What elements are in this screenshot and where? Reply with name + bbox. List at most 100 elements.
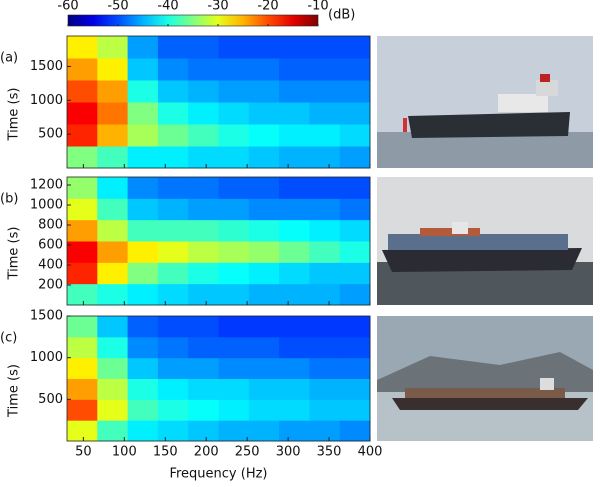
heatmap-cell bbox=[309, 420, 341, 442]
heatmap-cell bbox=[279, 146, 310, 169]
heatmap-cell bbox=[188, 177, 219, 199]
heatmap-cell bbox=[248, 399, 280, 421]
heatmap-cell bbox=[188, 357, 219, 379]
heatmap-cell bbox=[339, 420, 371, 442]
heatmap-cell bbox=[339, 124, 371, 147]
heatmap-cell bbox=[97, 58, 129, 81]
heatmap-cell bbox=[279, 219, 310, 242]
heatmap-cell bbox=[188, 316, 219, 338]
heatmap-cell bbox=[218, 80, 250, 103]
heatmap-cell bbox=[127, 58, 159, 81]
heatmap-cell bbox=[127, 102, 159, 125]
heatmap-cell bbox=[67, 420, 98, 442]
heatmap-cell bbox=[97, 283, 129, 306]
heatmap-cell bbox=[339, 336, 371, 359]
heatmap-cell bbox=[309, 399, 341, 421]
heatmap-cell bbox=[157, 124, 189, 147]
heatmap-cell bbox=[67, 177, 98, 199]
heatmap-cell bbox=[188, 399, 219, 421]
heatmap-cell bbox=[67, 102, 98, 125]
plot-frame bbox=[66, 315, 371, 442]
heatmap-cell bbox=[218, 36, 250, 59]
heatmap-cell bbox=[188, 124, 219, 147]
panel-label: (a) bbox=[0, 51, 18, 66]
y-tick-label: 800 bbox=[38, 218, 63, 233]
heatmap-cell bbox=[97, 420, 129, 442]
heatmap-cell bbox=[279, 399, 310, 421]
heatmap-cell bbox=[339, 357, 371, 379]
heatmap-cell bbox=[127, 177, 159, 199]
heatmap-cell bbox=[67, 399, 98, 421]
heatmap-cell bbox=[97, 336, 129, 359]
x-tick-label: 50 bbox=[75, 445, 92, 460]
heatmap-cell bbox=[309, 80, 341, 103]
heatmap-cell bbox=[279, 262, 310, 285]
heatmap-cell bbox=[188, 420, 219, 442]
heatmap-cell bbox=[127, 316, 159, 338]
heatmap-cell bbox=[67, 336, 98, 359]
heatmap-cell bbox=[218, 357, 250, 379]
heatmap-cell bbox=[97, 146, 129, 169]
heatmap-cell bbox=[67, 146, 98, 169]
y-axis-label: Time (s) bbox=[7, 364, 22, 418]
heatmap-cell bbox=[248, 124, 280, 147]
x-tick-label: 350 bbox=[317, 445, 342, 460]
heatmap-cell bbox=[127, 241, 159, 263]
photo-a bbox=[377, 36, 593, 168]
heatmap-cell bbox=[188, 219, 219, 242]
heatmap-cell bbox=[218, 262, 250, 285]
heatmap-cell bbox=[248, 58, 280, 81]
heatmap-cell bbox=[309, 262, 341, 285]
heatmap-cell bbox=[309, 177, 341, 199]
x-tick-label: 100 bbox=[112, 445, 137, 460]
heatmap-cell bbox=[157, 420, 189, 442]
heatmap-cell bbox=[218, 336, 250, 359]
heatmap-cell bbox=[157, 36, 189, 59]
y-tick-label: 400 bbox=[38, 258, 63, 273]
heatmap-cell bbox=[157, 80, 189, 103]
y-tick-label: 1000 bbox=[30, 93, 63, 108]
colorbar bbox=[67, 14, 319, 27]
heatmap-cell bbox=[157, 399, 189, 421]
heatmap-cell bbox=[218, 58, 250, 81]
heatmap-cell bbox=[97, 399, 129, 421]
heatmap-cell bbox=[339, 399, 371, 421]
heatmap-cell bbox=[339, 219, 371, 242]
heatmap-cell bbox=[157, 198, 189, 221]
heatmap-cell bbox=[188, 80, 219, 103]
heatmap-cell bbox=[157, 262, 189, 285]
heatmap-cell bbox=[248, 146, 280, 169]
heatmap-cell bbox=[339, 316, 371, 338]
panel-label: (c) bbox=[0, 331, 17, 346]
colorbar-tick-label: -60 bbox=[57, 0, 78, 14]
heatmap-cell bbox=[67, 357, 98, 379]
heatmap-cell bbox=[157, 336, 189, 359]
heatmap-cell bbox=[339, 177, 371, 199]
heatmap-cell bbox=[97, 357, 129, 379]
heatmap-cell bbox=[218, 241, 250, 263]
panel-label: (b) bbox=[0, 192, 18, 207]
heatmap-cell bbox=[157, 177, 189, 199]
heatmap-cell bbox=[309, 241, 341, 263]
heatmap-cell bbox=[279, 420, 310, 442]
heatmap-cell bbox=[127, 80, 159, 103]
heatmap-cell bbox=[157, 378, 189, 400]
heatmap-cell bbox=[97, 102, 129, 125]
y-tick-label: 600 bbox=[38, 238, 63, 253]
heatmap-cell bbox=[218, 177, 250, 199]
y-tick-label: 200 bbox=[38, 278, 63, 293]
x-tick-label: 250 bbox=[235, 445, 260, 460]
heatmap-cell bbox=[188, 36, 219, 59]
x-tick-label: 400 bbox=[358, 445, 383, 460]
heatmap-cell bbox=[188, 262, 219, 285]
heatmap-cell bbox=[127, 357, 159, 379]
y-tick-label: 1500 bbox=[30, 59, 63, 74]
heatmap-cell bbox=[339, 80, 371, 103]
heatmap-cell bbox=[309, 36, 341, 59]
heatmap-cell bbox=[309, 102, 341, 125]
heatmap-cell bbox=[67, 262, 98, 285]
heatmap-cell bbox=[188, 58, 219, 81]
heatmap-cell bbox=[188, 146, 219, 169]
heatmap-cell bbox=[188, 336, 219, 359]
heatmap-cell bbox=[309, 219, 341, 242]
